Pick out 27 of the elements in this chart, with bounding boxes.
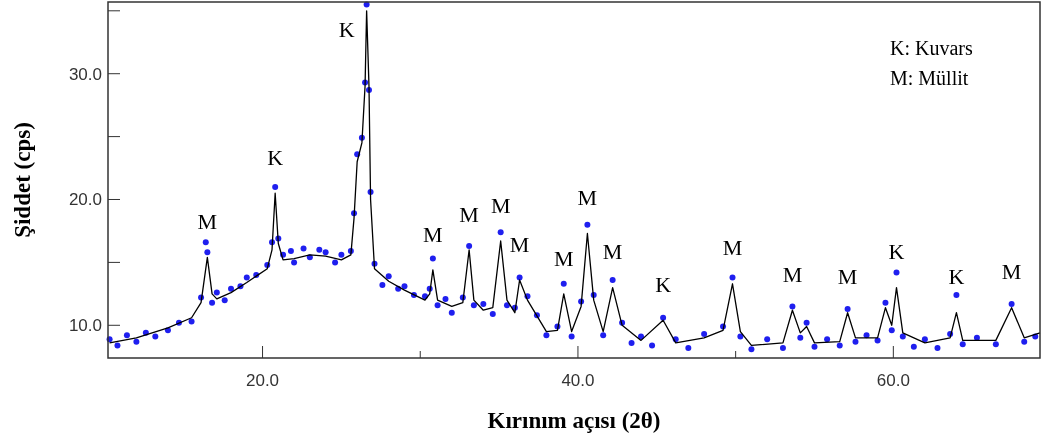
annotation: M: [509, 231, 530, 257]
annotation: K: [267, 144, 284, 170]
annotation: K: [338, 16, 355, 42]
annotation: M: [577, 185, 598, 211]
annotation: M: Müllit: [890, 67, 969, 89]
annotation: K: Kuvars: [890, 37, 973, 59]
y-tick-label: 10.0: [68, 316, 102, 336]
annotation: M: [1001, 259, 1022, 285]
annotation: K: [948, 264, 965, 290]
annotation: M: [722, 235, 743, 261]
x-tick-label: 20.0: [246, 371, 280, 390]
annotation: M: [602, 239, 623, 265]
annotation: M: [459, 201, 479, 227]
x-tick-label: 60.0: [876, 371, 910, 390]
annotation: M: [423, 221, 443, 247]
annotation: M: [197, 209, 218, 235]
y-axis-title: Şiddet (cps): [10, 122, 35, 238]
x-axis-title: Kırınım açısı (2θ): [487, 408, 661, 433]
annotation: K: [888, 239, 905, 265]
annotation: M: [553, 245, 574, 271]
y-tick-label: 30.0: [68, 64, 102, 84]
annotation: K: [655, 271, 672, 297]
x-tick-label: 40.0: [561, 371, 595, 390]
annotation: M: [490, 192, 511, 218]
y-tick-label: 20.0: [68, 190, 102, 210]
annotation: M: [837, 264, 858, 290]
annotation: M: [782, 261, 803, 287]
